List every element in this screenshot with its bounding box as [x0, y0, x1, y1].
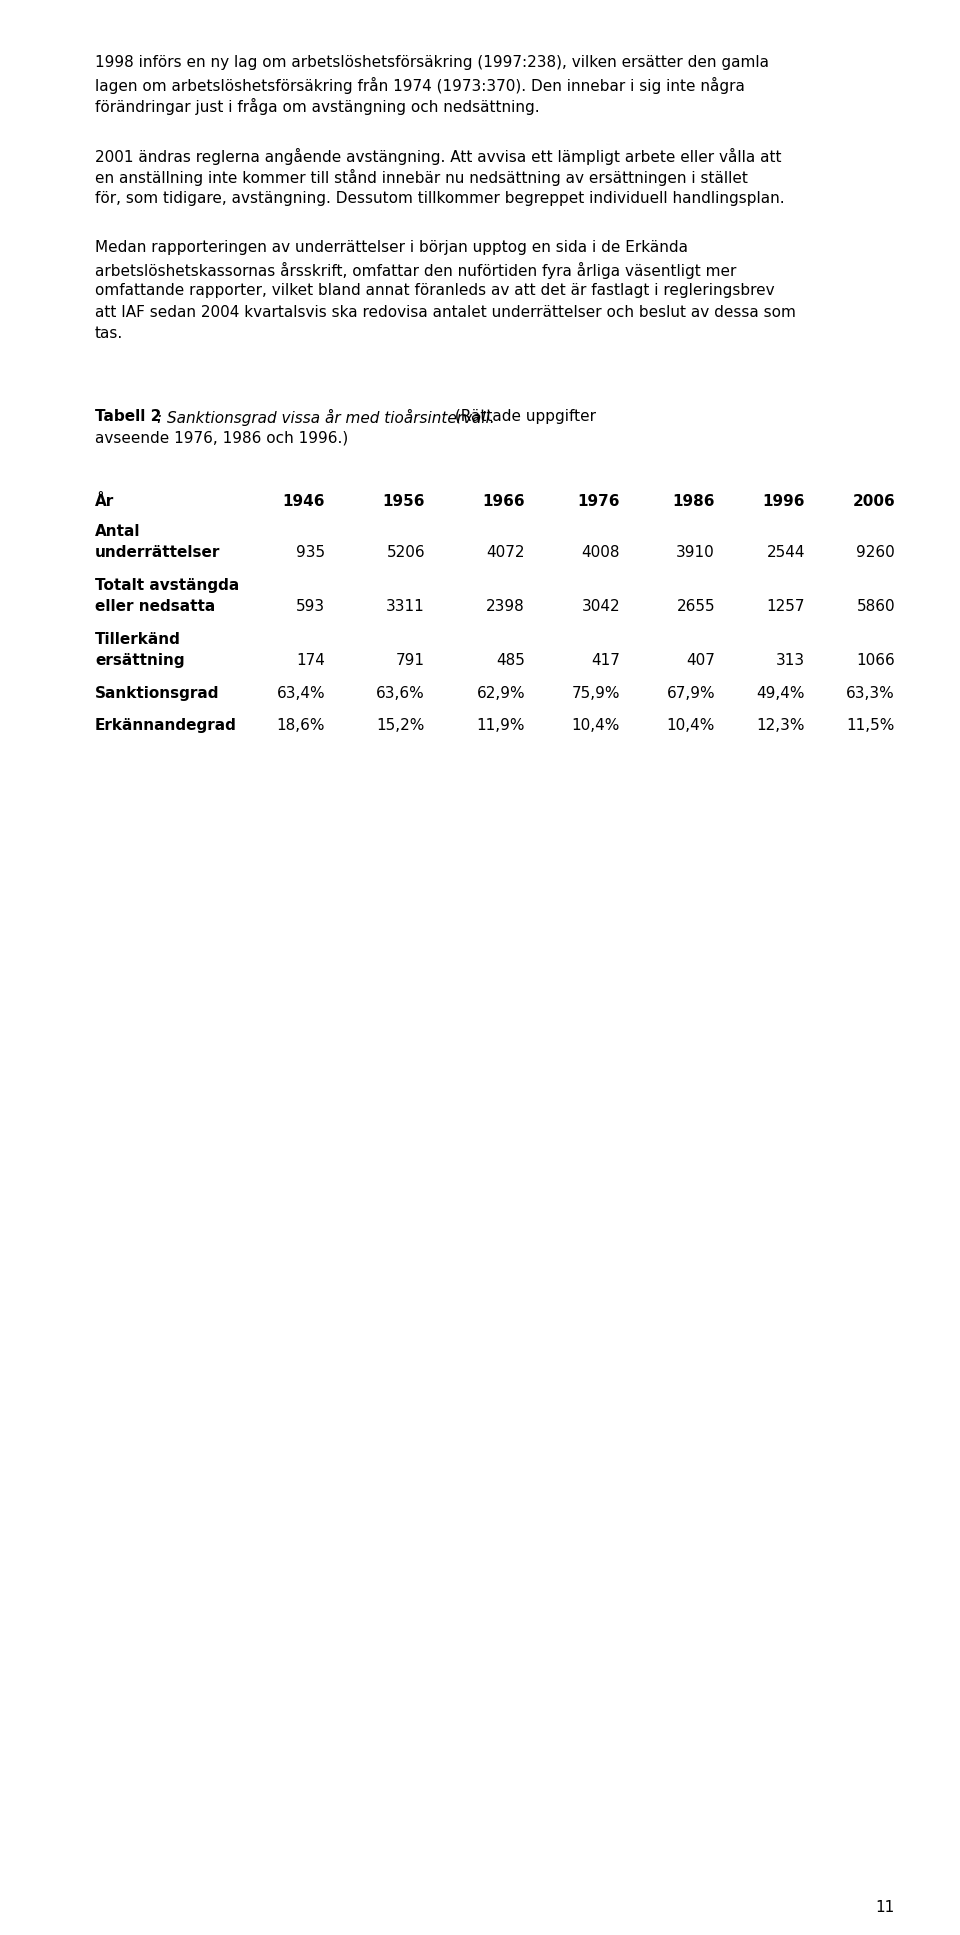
Text: eller nedsatta: eller nedsatta [95, 600, 215, 613]
Text: 63,4%: 63,4% [276, 685, 325, 700]
Text: 1976: 1976 [578, 493, 620, 509]
Text: 174: 174 [296, 654, 325, 668]
Text: 1996: 1996 [762, 493, 805, 509]
Text: 791: 791 [396, 654, 425, 668]
Text: en anställning inte kommer till stånd innebär nu nedsättning av ersättningen i s: en anställning inte kommer till stånd in… [95, 168, 748, 186]
Text: 11,9%: 11,9% [476, 718, 525, 733]
Text: 407: 407 [686, 654, 715, 668]
Text: 2001 ändras reglerna angående avstängning. Att avvisa ett lämpligt arbete eller : 2001 ändras reglerna angående avstängnin… [95, 147, 781, 164]
Text: Tillerkänd: Tillerkänd [95, 631, 180, 646]
Text: 5206: 5206 [386, 546, 425, 559]
Text: 63,6%: 63,6% [376, 685, 425, 700]
Text: Sanktionsgrad: Sanktionsgrad [95, 685, 220, 700]
Text: 67,9%: 67,9% [666, 685, 715, 700]
Text: 313: 313 [776, 654, 805, 668]
Text: 11: 11 [876, 1900, 895, 1916]
Text: 3042: 3042 [582, 600, 620, 613]
Text: 18,6%: 18,6% [276, 718, 325, 733]
Text: 4072: 4072 [487, 546, 525, 559]
Text: 1956: 1956 [382, 493, 425, 509]
Text: 3910: 3910 [676, 546, 715, 559]
Text: arbetslöshetskassornas årsskrift, omfattar den nuförtiden fyra årliga väsentligt: arbetslöshetskassornas årsskrift, omfatt… [95, 261, 736, 279]
Text: Medan rapporteringen av underrättelser i början upptog en sida i de Erkända: Medan rapporteringen av underrättelser i… [95, 240, 688, 255]
Text: År: År [95, 493, 114, 509]
Text: Tabell 2: Tabell 2 [95, 408, 161, 424]
Text: 10,4%: 10,4% [666, 718, 715, 733]
Text: lagen om arbetslöshetsförsäkring från 1974 (1973:370). Den innebar i sig inte nå: lagen om arbetslöshetsförsäkring från 19… [95, 77, 745, 93]
Text: underrättelser: underrättelser [95, 546, 221, 559]
Text: omfattande rapporter, vilket bland annat föranleds av att det är fastlagt i regl: omfattande rapporter, vilket bland annat… [95, 283, 775, 298]
Text: Antal: Antal [95, 524, 140, 538]
Text: ersättning: ersättning [95, 654, 184, 668]
Text: 63,3%: 63,3% [847, 685, 895, 700]
Text: 15,2%: 15,2% [376, 718, 425, 733]
Text: 12,3%: 12,3% [756, 718, 805, 733]
Text: 2006: 2006 [852, 493, 895, 509]
Text: 935: 935 [296, 546, 325, 559]
Text: tas.: tas. [95, 325, 123, 341]
Text: : Sanktionsgrad vissa år med tioårsintervall.: : Sanktionsgrad vissa år med tioårsinter… [157, 408, 495, 426]
Text: (Rättade uppgifter: (Rättade uppgifter [450, 408, 596, 424]
Text: 1946: 1946 [282, 493, 325, 509]
Text: 593: 593 [296, 600, 325, 613]
Text: Totalt avstängda: Totalt avstängda [95, 579, 239, 592]
Text: 10,4%: 10,4% [571, 718, 620, 733]
Text: 2544: 2544 [766, 546, 805, 559]
Text: 485: 485 [496, 654, 525, 668]
Text: 1066: 1066 [856, 654, 895, 668]
Text: 1998 införs en ny lag om arbetslöshetsförsäkring (1997:238), vilken ersätter den: 1998 införs en ny lag om arbetslöshetsfö… [95, 54, 769, 70]
Text: förändringar just i fråga om avstängning och nedsättning.: förändringar just i fråga om avstängning… [95, 99, 540, 114]
Text: 75,9%: 75,9% [571, 685, 620, 700]
Text: 1966: 1966 [482, 493, 525, 509]
Text: 1257: 1257 [766, 600, 805, 613]
Text: avseende 1976, 1986 och 1996.): avseende 1976, 1986 och 1996.) [95, 432, 348, 445]
Text: Erkännandegrad: Erkännandegrad [95, 718, 237, 733]
Text: 62,9%: 62,9% [476, 685, 525, 700]
Text: att IAF sedan 2004 kvartalsvis ska redovisa antalet underrättelser och beslut av: att IAF sedan 2004 kvartalsvis ska redov… [95, 304, 796, 319]
Text: 1986: 1986 [673, 493, 715, 509]
Text: för, som tidigare, avstängning. Dessutom tillkommer begreppet individuell handli: för, som tidigare, avstängning. Dessutom… [95, 190, 784, 205]
Text: 417: 417 [591, 654, 620, 668]
Text: 11,5%: 11,5% [847, 718, 895, 733]
Text: 49,4%: 49,4% [756, 685, 805, 700]
Text: 4008: 4008 [582, 546, 620, 559]
Text: 5860: 5860 [856, 600, 895, 613]
Text: 2655: 2655 [677, 600, 715, 613]
Text: 2398: 2398 [487, 600, 525, 613]
Text: 9260: 9260 [856, 546, 895, 559]
Text: 3311: 3311 [386, 600, 425, 613]
